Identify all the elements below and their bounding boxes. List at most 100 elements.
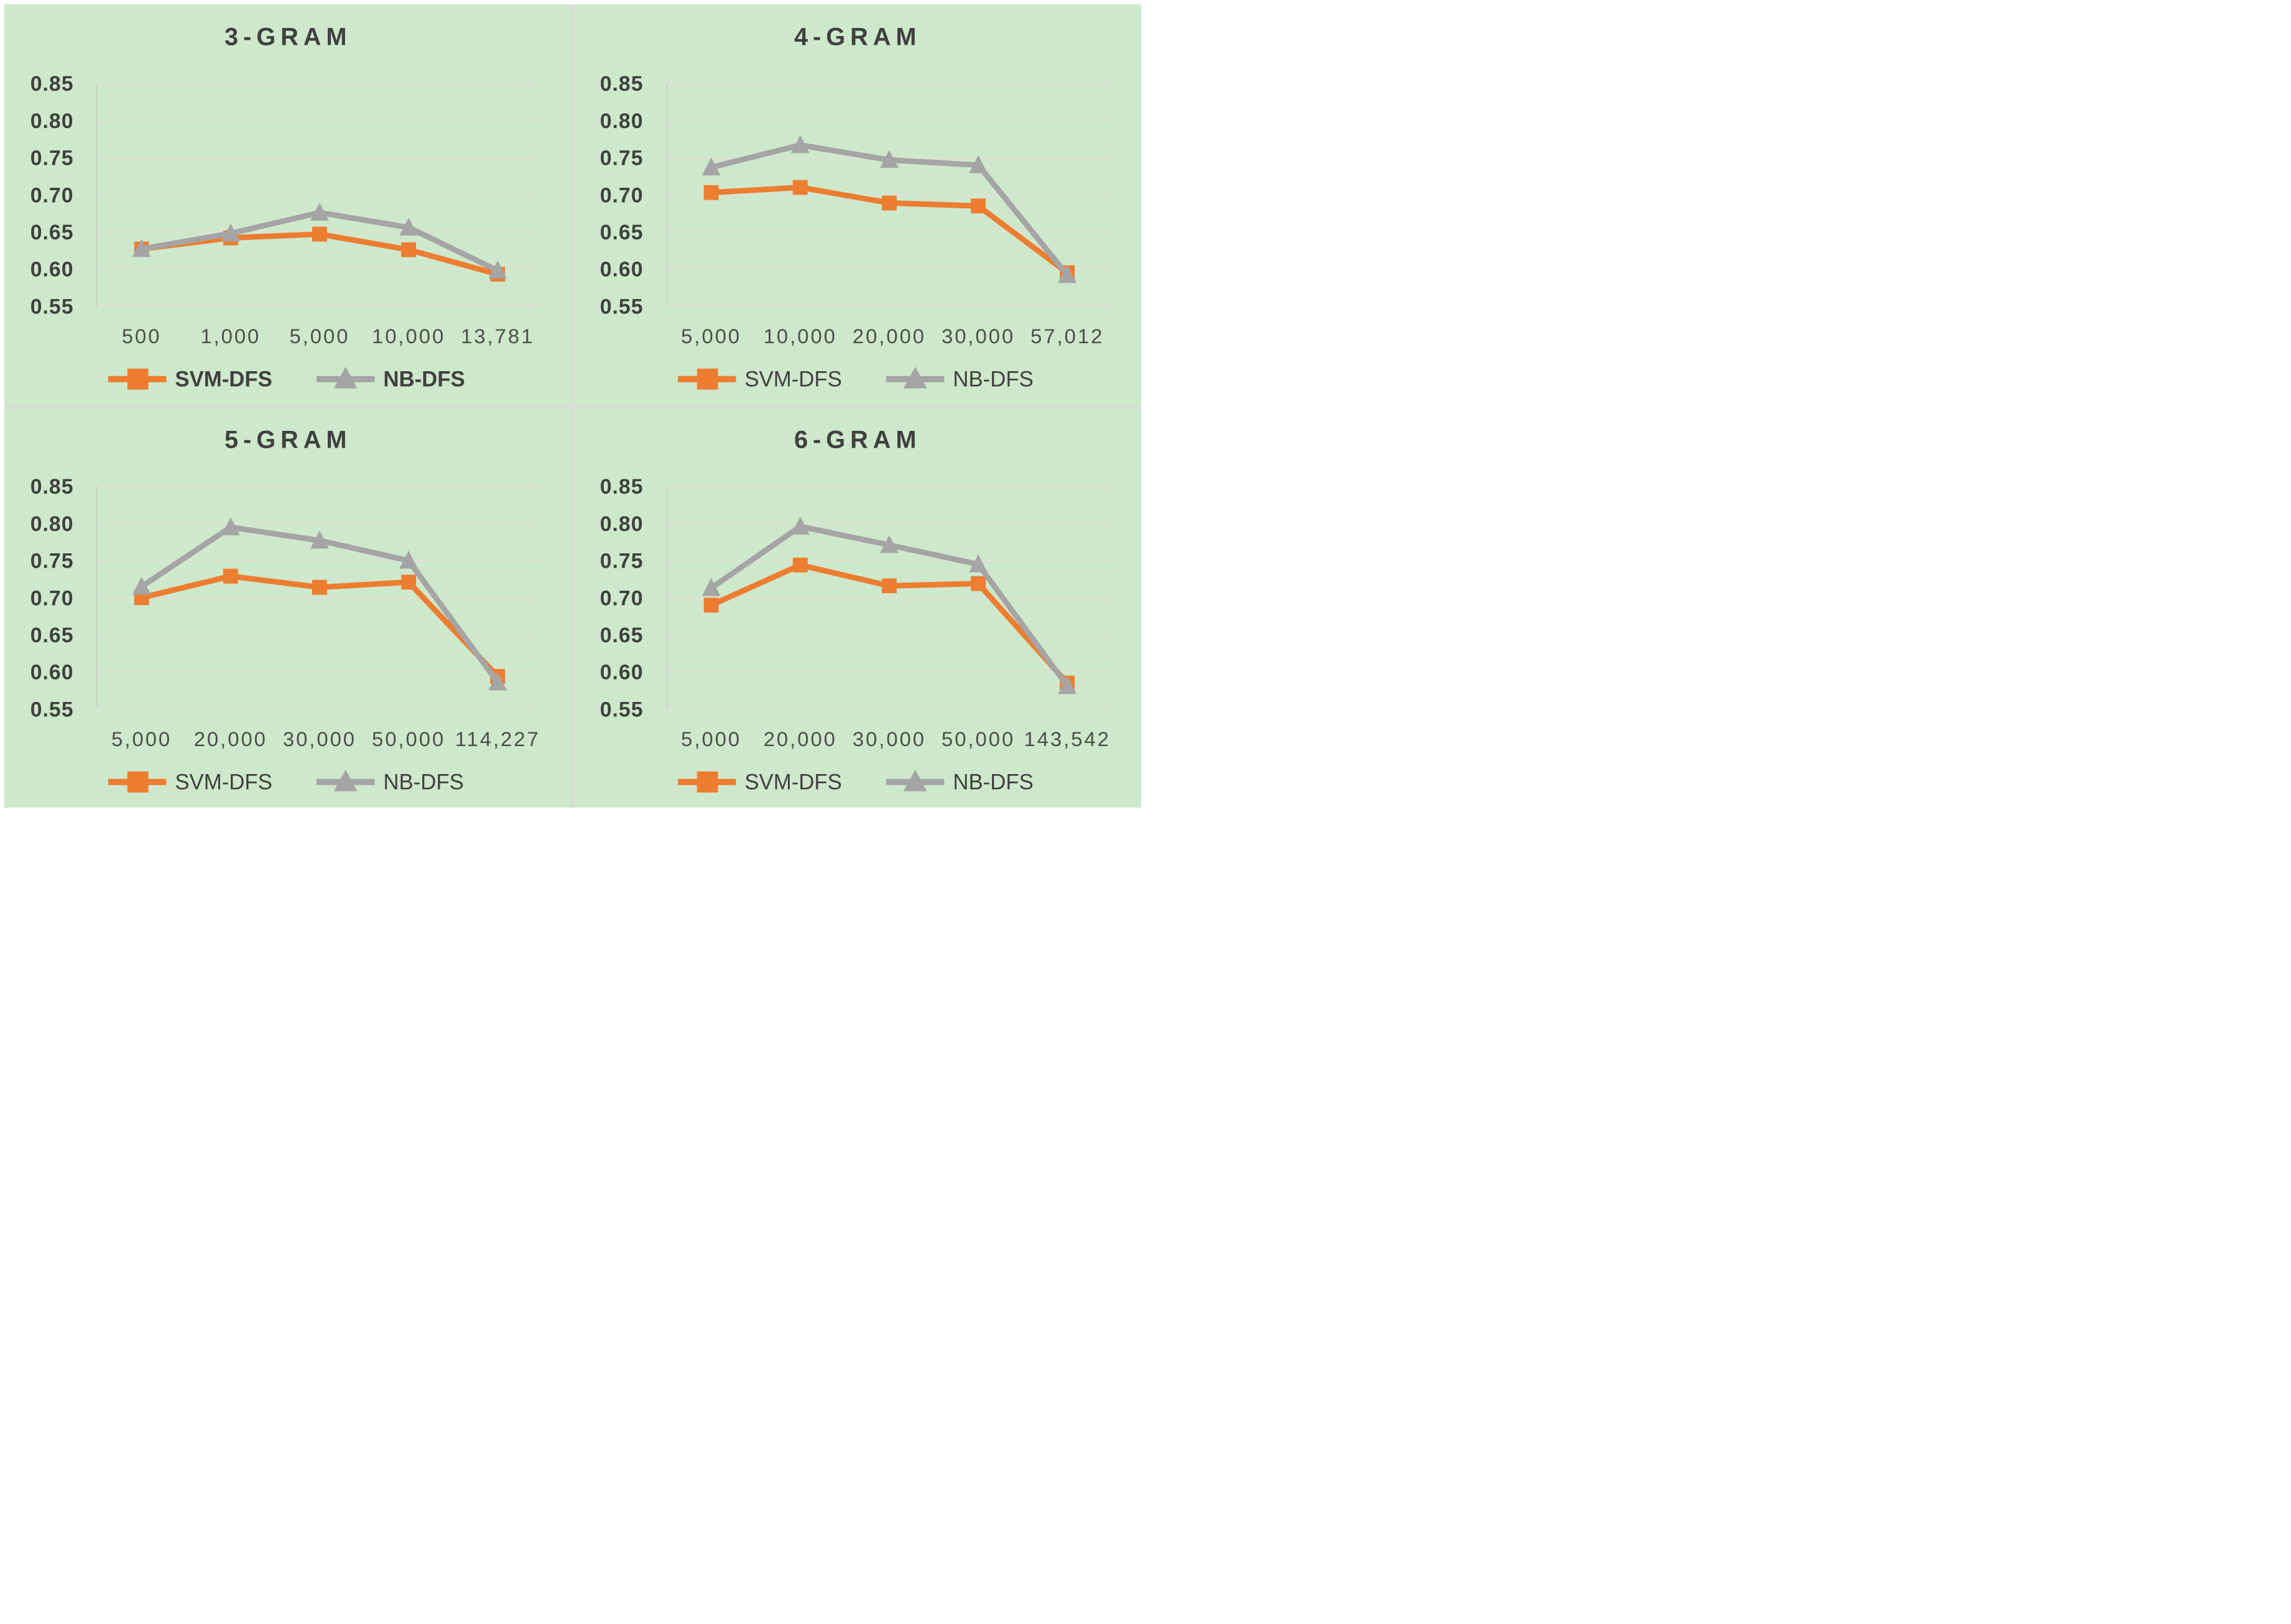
x-tick-label: 57,012 <box>1030 325 1104 348</box>
nb-triangle-marker <box>132 239 151 257</box>
x-tick-label: 20,000 <box>852 325 925 348</box>
y-tick-label: 0.70 <box>599 183 643 207</box>
nb-triangle-marker <box>488 671 507 690</box>
svm-square-marker <box>401 574 417 589</box>
svm-square-marker <box>223 568 238 584</box>
y-tick-label: 0.85 <box>599 475 643 499</box>
y-tick-label: 0.80 <box>599 109 643 133</box>
chart-panel-4gram: 4-GRAM 0.85 0.80 0.75 0.70 0.65 0.60 0.55 5,000 1… <box>573 4 1141 405</box>
nb-triangle-marker <box>879 535 899 553</box>
legend-svm-label: SVM-DFS <box>175 770 272 794</box>
y-tick-label: 0.80 <box>30 512 74 535</box>
y-tick-label: 0.65 <box>30 221 74 244</box>
nb-triangle-marker <box>310 530 329 548</box>
chart-panel-6gram: 6-GRAM 0.85 0.80 0.75 0.70 0.65 0.60 0.55 5,000 2… <box>573 407 1141 808</box>
legend-nb-label: NB-DFS <box>953 367 1033 392</box>
y-tick-label: 0.60 <box>30 660 74 684</box>
x-tick-label: 30,000 <box>283 727 356 750</box>
svm-square-marker <box>312 226 327 242</box>
y-tick-label: 0.75 <box>599 147 643 170</box>
y-tick-label: 0.85 <box>30 72 74 96</box>
nb-triangle-marker <box>701 157 721 176</box>
nb-triangle-marker <box>968 554 988 573</box>
chart-title: 5-GRAM <box>224 426 352 453</box>
nb-triangle-marker <box>310 203 329 221</box>
chart-title: 3-GRAM <box>224 24 352 51</box>
y-tick-label: 0.70 <box>30 586 74 610</box>
y-tick-label: 0.80 <box>599 512 643 535</box>
chart-title: 6-GRAM <box>794 426 921 453</box>
svm-square-marker <box>792 180 808 195</box>
x-tick-label: 50,000 <box>941 727 1014 750</box>
y-tick-label: 0.85 <box>599 72 643 96</box>
legend-svm-square-marker <box>697 771 718 793</box>
svm-square-marker <box>970 576 986 591</box>
y-tick-label: 0.55 <box>30 698 74 721</box>
y-tick-label: 0.55 <box>599 698 643 721</box>
y-tick-label: 0.60 <box>599 660 643 684</box>
y-tick-label: 0.75 <box>599 549 643 573</box>
legend-svm-label: SVM-DFS <box>744 770 842 794</box>
x-tick-label: 5,000 <box>681 325 741 348</box>
x-tick-label: 500 <box>122 325 162 348</box>
svm-square-marker <box>401 242 417 257</box>
y-tick-label: 0.65 <box>30 623 74 647</box>
y-tick-label: 0.65 <box>599 623 643 647</box>
line-chart-4gram: 4-GRAM 0.85 0.80 0.75 0.70 0.65 0.60 0.55 5,000 1… <box>599 24 1112 392</box>
x-tick-label: 20,000 <box>763 727 836 750</box>
y-tick-label: 0.85 <box>30 475 74 499</box>
x-tick-label: 5,000 <box>681 727 741 750</box>
nb-series-line <box>140 524 500 684</box>
y-tick-label: 0.75 <box>30 147 74 170</box>
figure-page: 3-GRAM 0.85 0.80 0.75 0.70 0.65 0.60 0.55 500 1,0… <box>0 0 1146 812</box>
nb-triangle-marker <box>790 135 810 154</box>
nb-triangle-marker <box>1057 265 1076 284</box>
nb-triangle-marker <box>968 155 988 173</box>
line-chart-6gram: 6-GRAM 0.85 0.80 0.75 0.70 0.65 0.60 0.55 5,000 2… <box>599 426 1112 794</box>
legend-svm-label: SVM-DFS <box>744 367 842 392</box>
nb-triangle-marker <box>221 517 240 535</box>
chart-panel-3gram: 3-GRAM 0.85 0.80 0.75 0.70 0.65 0.60 0.55 500 1,0… <box>4 4 572 405</box>
x-tick-label: 10,000 <box>763 325 836 348</box>
y-tick-label: 0.60 <box>599 258 643 282</box>
legend-svm-square-marker <box>127 771 149 793</box>
legend-nb-triangle-marker <box>333 769 358 791</box>
x-tick-label: 143,542 <box>1024 727 1110 750</box>
svm-square-marker <box>970 198 986 214</box>
y-tick-label: 0.55 <box>599 295 643 318</box>
legend-nb-triangle-marker <box>333 366 358 389</box>
svm-square-marker <box>881 578 897 593</box>
nb-triangle-marker <box>132 576 151 594</box>
nb-triangle-marker <box>221 223 240 242</box>
svm-square-marker <box>312 579 327 595</box>
svm-square-marker <box>792 557 808 573</box>
line-chart-5gram: 5-GRAM 0.85 0.80 0.75 0.70 0.65 0.60 0.55 5,000 2… <box>30 426 542 794</box>
chart-panel-5gram: 5-GRAM 0.85 0.80 0.75 0.70 0.65 0.60 0.55 5,000 2… <box>4 407 572 808</box>
chart-title: 4-GRAM <box>794 24 921 51</box>
legend-svm-square-marker <box>127 368 149 390</box>
svm-square-marker <box>881 195 897 211</box>
legend-nb-triangle-marker <box>903 769 927 791</box>
legend-svm-square-marker <box>697 368 718 390</box>
y-tick-label: 0.70 <box>30 183 74 207</box>
y-tick-label: 0.65 <box>599 221 643 244</box>
nb-triangle-marker <box>488 261 507 279</box>
x-tick-label: 20,000 <box>194 727 267 750</box>
x-tick-label: 5,000 <box>111 727 172 750</box>
nb-triangle-marker <box>701 578 721 596</box>
y-tick-label: 0.60 <box>30 258 74 282</box>
chart-grid: 3-GRAM 0.85 0.80 0.75 0.70 0.65 0.60 0.55 500 1,0… <box>4 4 1141 808</box>
legend-nb-triangle-marker <box>903 366 927 389</box>
y-tick-label: 0.75 <box>30 549 74 573</box>
nb-triangle-marker <box>1057 675 1076 694</box>
nb-triangle-marker <box>399 217 418 236</box>
x-tick-label: 10,000 <box>372 325 445 348</box>
x-tick-label: 5,000 <box>289 325 349 348</box>
line-chart-3gram: 3-GRAM 0.85 0.80 0.75 0.70 0.65 0.60 0.55 500 1,0… <box>30 24 542 392</box>
nb-triangle-marker <box>399 550 418 569</box>
y-tick-label: 0.55 <box>30 295 74 318</box>
y-tick-label: 0.70 <box>599 586 643 610</box>
svm-square-marker <box>703 597 719 612</box>
legend-nb-label: NB-DFS <box>383 367 465 392</box>
x-tick-label: 13,781 <box>461 325 534 348</box>
